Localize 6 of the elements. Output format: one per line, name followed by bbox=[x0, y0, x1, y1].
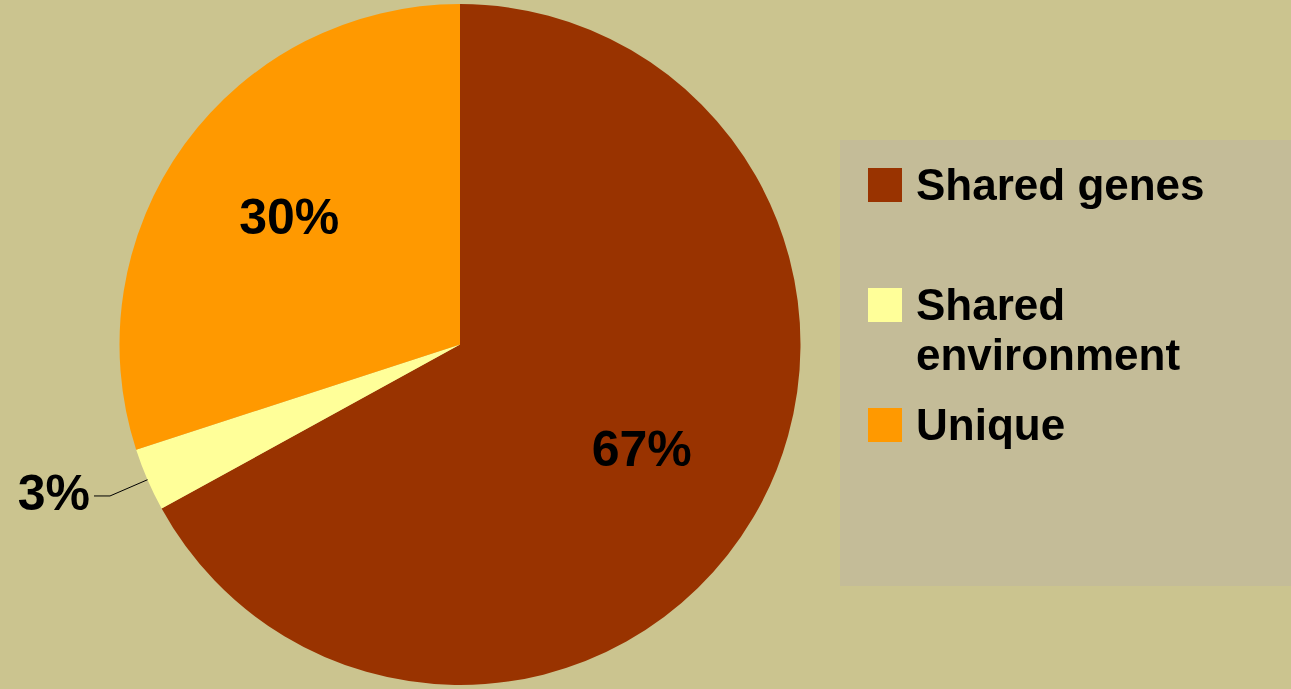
data-label: 67% bbox=[591, 420, 692, 477]
legend-label: Shared genes bbox=[916, 160, 1205, 210]
legend-label: Unique bbox=[916, 400, 1066, 450]
legend-label: Shared environment bbox=[916, 280, 1182, 380]
data-label: 3% bbox=[17, 464, 91, 521]
data-label: 30% bbox=[239, 189, 340, 246]
